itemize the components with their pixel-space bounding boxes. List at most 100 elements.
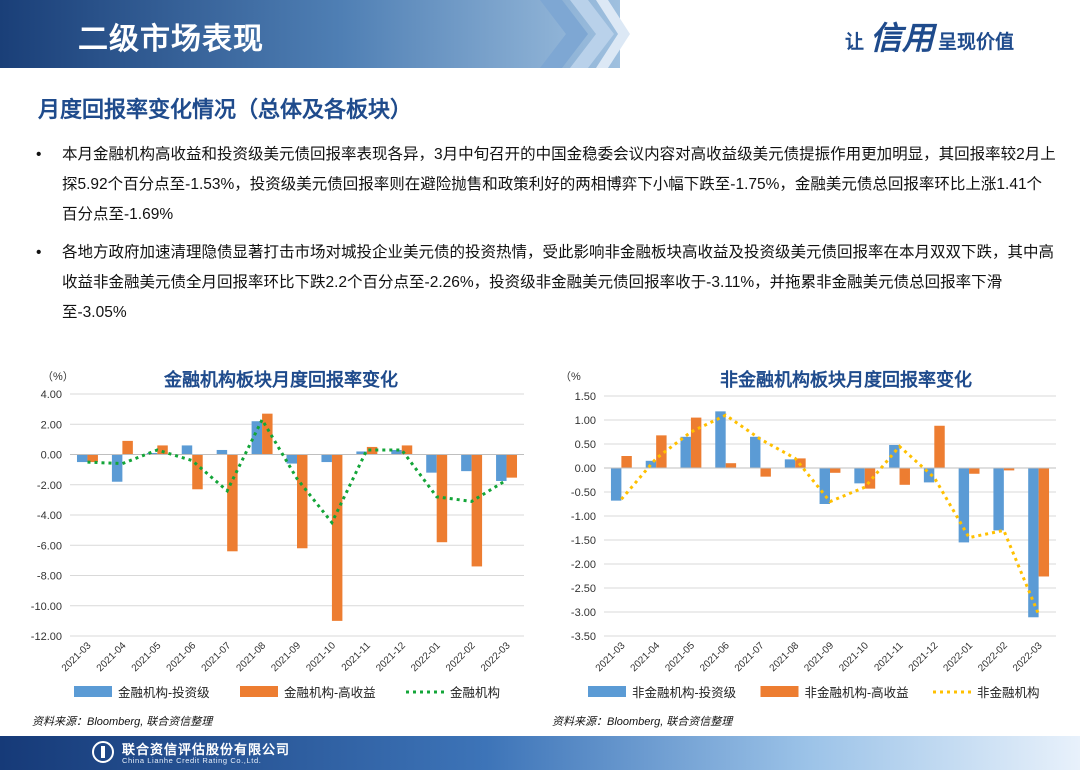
slogan-suffix: 呈现价值 (938, 32, 1015, 53)
bar (610, 468, 622, 501)
x-tick-label: 2021-03 (60, 640, 94, 674)
bar (461, 454, 472, 472)
x-tick-label: 2021-11 (340, 640, 374, 674)
legend-swatch (588, 686, 626, 697)
x-tick-label: 2021-12 (907, 640, 941, 674)
x-tick-label: 2021-10 (304, 640, 338, 674)
axis-unit-label: （% (560, 370, 581, 383)
bar (122, 440, 133, 455)
y-tick-label: -4.00 (37, 510, 62, 522)
bar (819, 468, 830, 504)
y-tick-label: -1.00 (571, 511, 596, 523)
header-banner (0, 0, 620, 68)
y-tick-label: 1.50 (575, 391, 596, 403)
financial-returns-chart-svg: 金融机构板块月度回报率变化 （%） 4.00 2.00 0.00 -2.00 -4.00 -6… (31, 369, 524, 700)
company-name-cn: 联合资信评估股份有限公司 (122, 742, 291, 757)
y-tick-label: -1.50 (571, 535, 596, 547)
bullet-text: 本月金融机构高收益和投资级美元债回报率表现各异，3月中旬召开的中国金稳委会议内容… (62, 146, 1056, 223)
bar (157, 445, 168, 455)
bar (680, 436, 691, 468)
x-tick-label: 2021-12 (374, 640, 408, 674)
footer: 联合资信评估股份有限公司 China Lianhe Credit Rating … (0, 736, 1080, 770)
bar (760, 468, 771, 477)
bar (656, 435, 667, 468)
y-tick-label: 0.00 (575, 463, 596, 475)
x-tick-label: 2021-07 (733, 640, 767, 674)
company-name-en: China Lianhe Credit Rating Co.,Ltd. (122, 756, 262, 765)
slogan: 让 信用 呈现价值 (845, 22, 1014, 54)
bar (854, 468, 865, 484)
bullet-text: 各地方政府加速清理隐债显著打击市场对城投企业美元债的投资热情，受此影响非金融板块… (62, 244, 1055, 321)
bar (969, 468, 980, 474)
x-tick-label: 2021-09 (802, 640, 836, 674)
bar (784, 459, 796, 468)
slogan-prefix: 让 (845, 32, 865, 53)
x-tick-label: 2021-04 (629, 640, 663, 674)
legend-label: 金融机构 (450, 685, 500, 700)
y-tick-label: -2.50 (571, 583, 596, 595)
slogan-mark: 信用 (870, 19, 935, 57)
financial-returns-chart: 金融机构板块月度回报率变化 （%） 4.00 2.00 0.00 -2.00 -4.00 -6… (28, 358, 532, 710)
source-note: 资料来源：Bloomberg, 联合资信整理 (32, 716, 213, 728)
legend-swatch (74, 686, 112, 697)
non-financial-returns-chart: 非金融机构板块月度回报率变化 （% 1.50 1.00 0.50 0.00 -0.50 -1.… (548, 358, 1068, 710)
bar (366, 446, 378, 455)
y-tick-label: -6.00 (37, 540, 62, 552)
bar (690, 417, 702, 468)
bar (192, 454, 203, 490)
bar (426, 454, 437, 473)
bar (923, 468, 935, 483)
x-tick-label: 2022-01 (409, 640, 443, 674)
x-tick-label: 2021-06 (698, 640, 732, 674)
bar (297, 454, 308, 549)
bar (181, 445, 193, 455)
x-tick-label: 2021-04 (95, 640, 129, 674)
bar (750, 436, 761, 468)
chart-title: 金融机构板块月度回报率变化 (163, 369, 398, 390)
bar (331, 454, 343, 621)
y-tick-label: -2.00 (37, 480, 62, 492)
x-tick-label: 2022-01 (941, 640, 975, 674)
bar (830, 468, 841, 473)
bar (227, 454, 238, 552)
bar (401, 445, 413, 455)
non-financial-returns-chart-svg: 非金融机构板块月度回报率变化 （% 1.50 1.00 0.50 0.00 -0.50 -1.… (560, 369, 1056, 700)
y-tick-label: 4.00 (41, 389, 62, 401)
bar (958, 468, 970, 543)
chart-title: 非金融机构板块月度回报率变化 (720, 369, 972, 390)
legend-label: 非金融机构-高收益 (805, 685, 909, 700)
x-tick-label: 2021-06 (165, 640, 199, 674)
bar (286, 454, 297, 464)
bar (471, 454, 483, 567)
bar (934, 425, 945, 468)
series-line (620, 413, 1040, 615)
x-tick-label: 2022-02 (444, 640, 478, 674)
company-logo-icon (92, 741, 114, 763)
source-note: 资料来源：Bloomberg, 联合资信整理 (552, 716, 733, 728)
x-tick-label: 2021-08 (234, 640, 268, 674)
bar (321, 454, 332, 463)
x-tick-label: 2021-08 (768, 640, 802, 674)
bar (993, 468, 1004, 531)
y-tick-label: -10.00 (31, 601, 62, 613)
bar (436, 454, 448, 543)
bullet-list: • 本月金融机构高收益和投资级美元债回报率表现各异，3月中旬召开的中国金稳委会议… (36, 140, 1056, 336)
header: 二级市场表现 让 信用 呈现价值 (0, 0, 1080, 76)
legend-swatch (760, 686, 799, 697)
y-tick-label: 2.00 (41, 419, 62, 431)
x-tick-label: 2021-05 (663, 640, 697, 674)
bar (216, 449, 228, 455)
bar (87, 454, 98, 463)
y-tick-label: 0.00 (41, 450, 62, 462)
bar (1038, 468, 1050, 577)
axis-unit-label: （%） (42, 370, 74, 383)
x-tick-label: 2022-03 (479, 640, 513, 674)
series-line (87, 416, 508, 526)
bar (864, 468, 876, 489)
bar (899, 468, 910, 485)
legend-label: 非金融机构 (977, 685, 1040, 700)
legend-label: 金融机构-高收益 (284, 685, 376, 700)
y-tick-label: 0.50 (575, 439, 596, 451)
x-tick-label: 2022-03 (1011, 640, 1045, 674)
bar (111, 454, 123, 482)
